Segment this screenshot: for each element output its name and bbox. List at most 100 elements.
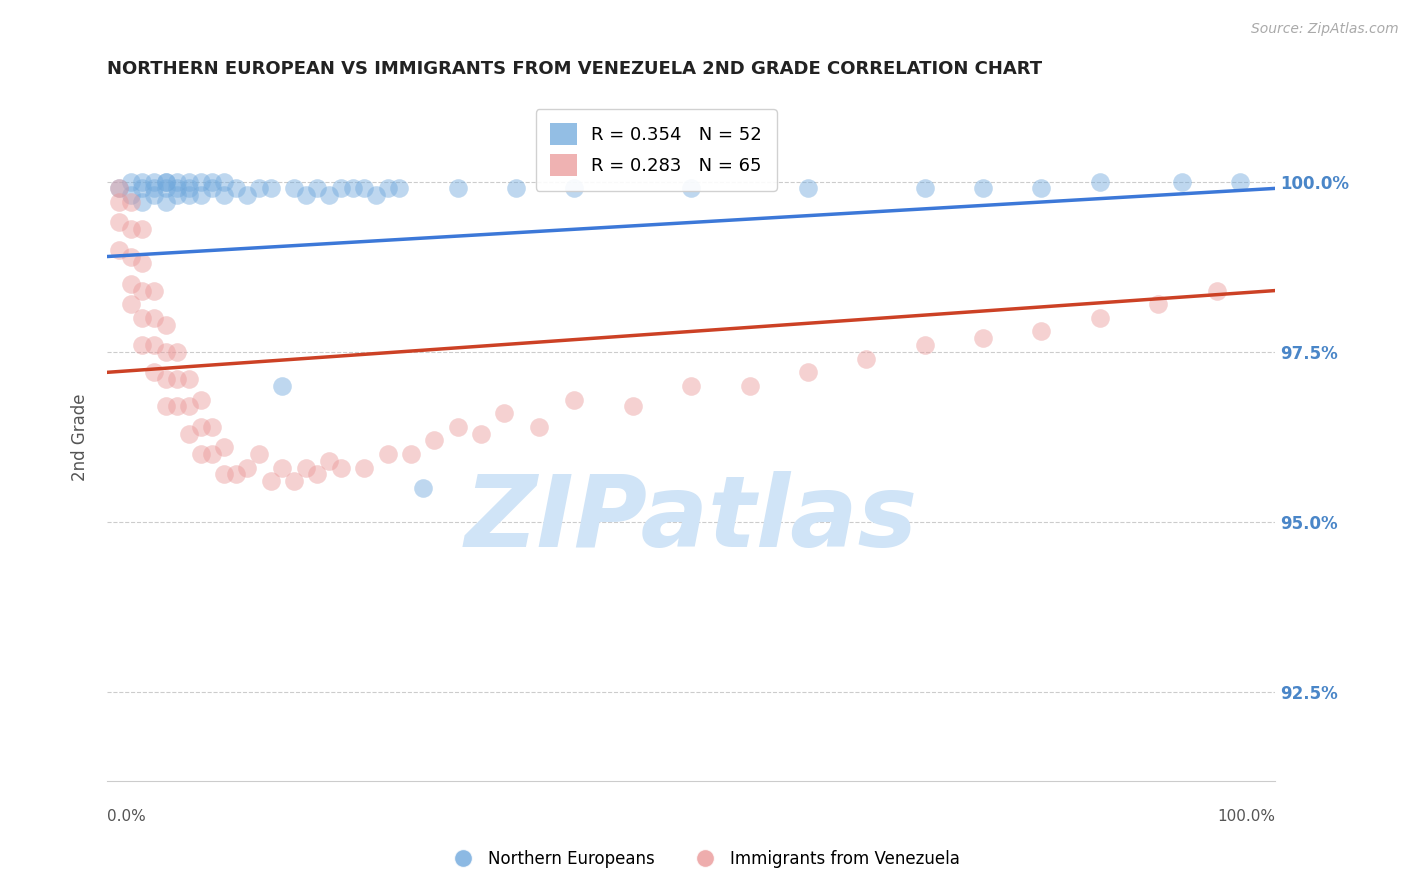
Point [190,419,212,434]
Point [177,175,200,189]
Point [914,338,936,352]
Point [412,481,434,495]
Point [318,454,340,468]
Point [177,426,200,441]
Point [914,181,936,195]
Point [1229,175,1251,189]
Point [564,392,586,407]
Point [446,419,468,434]
Point [377,181,399,195]
Point [120,277,142,291]
Point [797,181,820,195]
Point [972,331,994,345]
Point [855,351,877,366]
Point [271,460,294,475]
Point [494,406,516,420]
Point [353,460,375,475]
Point [212,175,235,189]
Point [236,460,259,475]
Point [155,318,177,332]
Point [143,365,166,379]
Point [1170,175,1192,189]
Point [190,392,212,407]
Point [294,188,316,202]
Point [131,284,153,298]
Point [131,175,153,189]
Point [353,181,375,195]
Legend: Northern Europeans, Immigrants from Venezuela: Northern Europeans, Immigrants from Vene… [440,844,966,875]
Point [681,181,703,195]
Point [131,338,153,352]
Point [166,181,188,195]
Point [236,188,259,202]
Point [247,447,270,461]
Point [177,400,200,414]
Text: 100.0%: 100.0% [1218,808,1275,823]
Point [120,222,142,236]
Point [225,467,247,482]
Point [131,310,153,325]
Point [318,188,340,202]
Point [423,434,446,448]
Point [564,181,586,195]
Point [108,243,131,257]
Point [225,181,247,195]
Point [283,475,305,489]
Point [364,188,387,202]
Point [131,256,153,270]
Point [155,181,177,195]
Point [120,250,142,264]
Legend: R = 0.354   N = 52, R = 0.283   N = 65: R = 0.354 N = 52, R = 0.283 N = 65 [536,109,776,191]
Text: ZIPatlas: ZIPatlas [464,471,918,568]
Point [470,426,492,441]
Point [621,400,644,414]
Point [505,181,527,195]
Point [797,365,820,379]
Point [972,181,994,195]
Y-axis label: 2nd Grade: 2nd Grade [72,393,89,481]
Point [212,440,235,454]
Point [177,181,200,195]
Point [388,181,411,195]
Point [283,181,305,195]
Point [108,181,131,195]
Point [307,467,329,482]
Text: NORTHERN EUROPEAN VS IMMIGRANTS FROM VENEZUELA 2ND GRADE CORRELATION CHART: NORTHERN EUROPEAN VS IMMIGRANTS FROM VEN… [107,60,1042,78]
Point [307,181,329,195]
Point [143,188,166,202]
Point [190,175,212,189]
Point [155,175,177,189]
Point [177,188,200,202]
Point [342,181,364,195]
Point [1031,325,1053,339]
Point [1205,284,1227,298]
Point [120,194,142,209]
Point [120,297,142,311]
Point [166,175,188,189]
Point [177,372,200,386]
Point [166,372,188,386]
Point [294,460,316,475]
Point [1088,310,1111,325]
Point [166,344,188,359]
Point [155,175,177,189]
Point [212,467,235,482]
Point [329,181,352,195]
Text: Source: ZipAtlas.com: Source: ZipAtlas.com [1251,22,1399,37]
Point [446,181,468,195]
Point [143,338,166,352]
Point [108,181,131,195]
Point [120,188,142,202]
Point [120,175,142,189]
Point [143,284,166,298]
Point [131,181,153,195]
Point [131,194,153,209]
Point [329,460,352,475]
Point [143,181,166,195]
Point [1088,175,1111,189]
Point [201,419,224,434]
Point [247,181,270,195]
Point [260,181,283,195]
Point [1031,181,1053,195]
Point [1147,297,1170,311]
